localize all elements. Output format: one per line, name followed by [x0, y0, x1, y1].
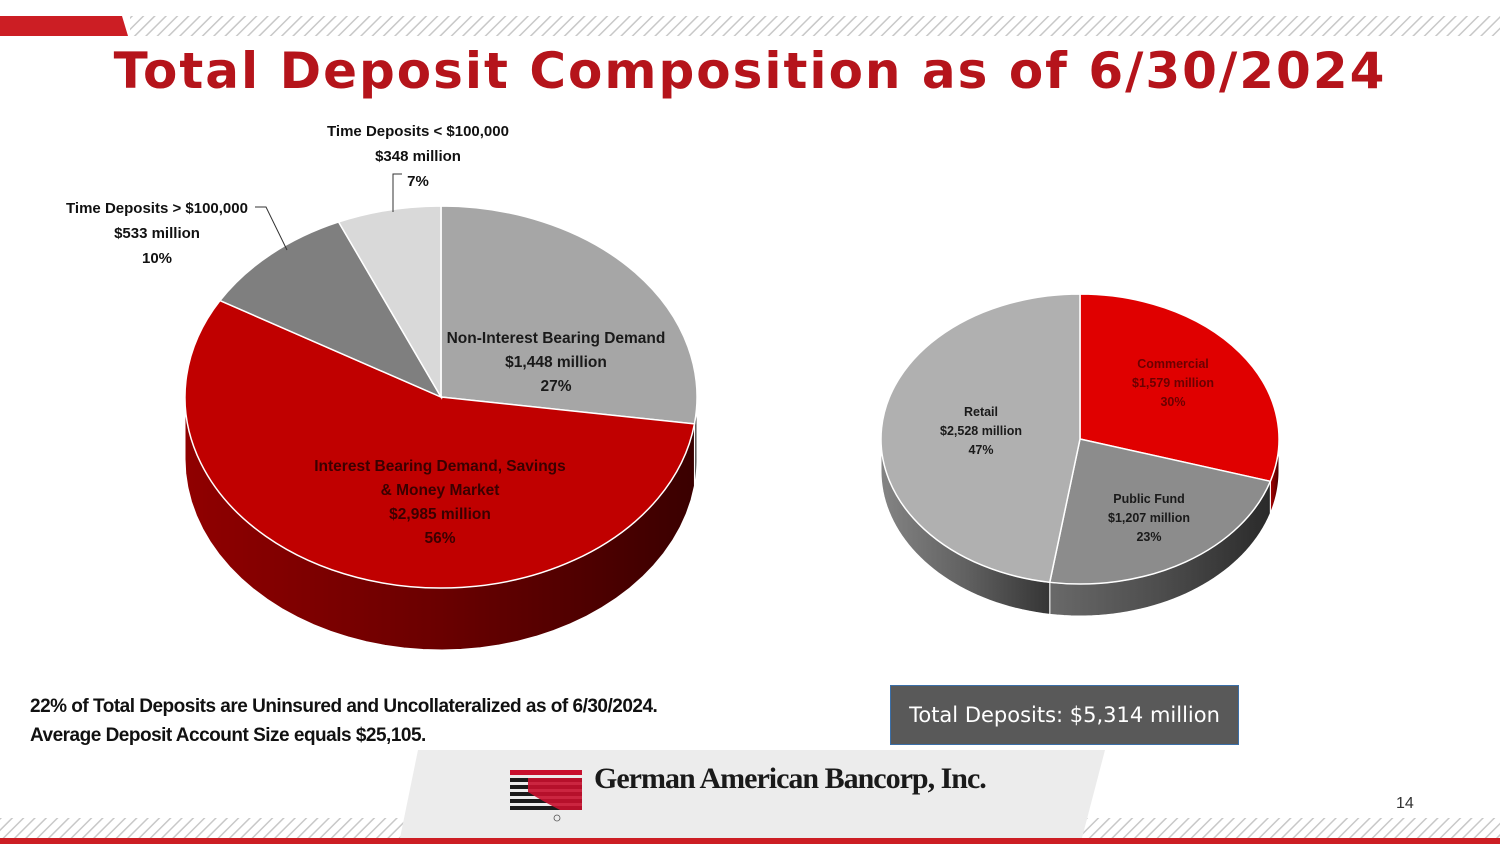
left-pie-slice-2 — [218, 221, 443, 399]
label-commercial: Commercial $1,579 million 30% — [1132, 357, 1214, 409]
deposit-segment-pie-chart: Commercial $1,579 million 30% Public Fund $1… — [880, 293, 1280, 617]
label-time-over-line-1: $533 million — [114, 225, 200, 242]
label-retail-line-2: 47% — [968, 443, 993, 457]
leader-line-time-under — [392, 173, 402, 212]
label-interest-bearing-line-1: & Money Market — [381, 482, 500, 499]
label-non-interest-line-0: Non-Interest Bearing Demand — [447, 330, 666, 347]
label-interest-bearing: Interest Bearing Demand, Savings & Money … — [314, 458, 566, 547]
label-time-under-line-1: $348 million — [375, 148, 461, 165]
label-time-under-line-2: 7% — [407, 173, 429, 190]
page-number: 14 — [1396, 795, 1414, 812]
label-time-over-line-2: 10% — [142, 250, 172, 267]
label-time-under: Time Deposits < $100,000 $348 million 7% — [327, 123, 509, 190]
label-commercial-line-2: 30% — [1160, 395, 1185, 409]
label-retail-line-1: $2,528 million — [940, 424, 1022, 438]
footer-band — [0, 750, 1500, 844]
footer-red-line — [0, 838, 1500, 844]
logo-mark-icon — [510, 770, 582, 822]
right-pie-slice-2 — [880, 293, 1081, 584]
label-interest-bearing-line-3: 56% — [424, 530, 455, 547]
label-time-over: Time Deposits > $100,000 $533 million 10% — [66, 200, 248, 267]
label-public-fund: Public Fund $1,207 million 23% — [1108, 492, 1190, 544]
label-public-fund-line-2: 23% — [1136, 530, 1161, 544]
left-pie-slice-0 — [440, 205, 698, 425]
label-non-interest: Non-Interest Bearing Demand $1,448 millio… — [447, 330, 666, 395]
right-pie-slice-1 — [1048, 438, 1272, 585]
right-pie-slice-0 — [1079, 293, 1280, 483]
label-retail: Retail $2,528 million 47% — [940, 405, 1022, 457]
top-stripe — [0, 16, 1500, 36]
label-commercial-line-0: Commercial — [1137, 357, 1209, 371]
label-interest-bearing-line-2: $2,985 million — [389, 506, 491, 523]
uninsured-deposits-note: 22% of Total Deposits are Uninsured and … — [30, 696, 658, 746]
red-accent-bar — [0, 16, 128, 36]
company-logo-text: German American Bancorp, Inc. — [594, 762, 987, 795]
total-deposits-box: Total Deposits: $5,314 million — [890, 685, 1239, 745]
label-time-under-line-0: Time Deposits < $100,000 — [327, 123, 509, 140]
page-title: Total Deposit Composition as of 6/30/202… — [113, 42, 1387, 100]
label-commercial-line-1: $1,579 million — [1132, 376, 1214, 390]
leader-line-time-over — [255, 206, 288, 251]
label-public-fund-line-0: Public Fund — [1113, 492, 1185, 506]
hatch-band — [130, 16, 1500, 36]
label-public-fund-line-1: $1,207 million — [1108, 511, 1190, 525]
label-non-interest-line-2: 27% — [540, 378, 571, 395]
label-retail-line-0: Retail — [964, 405, 998, 419]
left-pie-slice-1 — [184, 299, 696, 589]
left-pie-slice-3 — [337, 205, 442, 400]
deposit-type-pie-chart: Non-Interest Bearing Demand $1,448 millio… — [66, 123, 698, 651]
label-time-over-line-0: Time Deposits > $100,000 — [66, 200, 248, 217]
label-non-interest-line-1: $1,448 million — [505, 354, 607, 371]
label-interest-bearing-line-0: Interest Bearing Demand, Savings — [314, 458, 566, 475]
